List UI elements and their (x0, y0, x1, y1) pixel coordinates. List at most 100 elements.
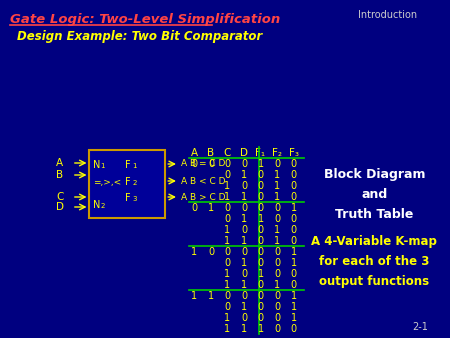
Text: 1: 1 (257, 159, 264, 169)
Text: 0: 0 (291, 225, 297, 235)
Text: 0: 0 (291, 181, 297, 191)
Text: 0: 0 (291, 269, 297, 279)
Text: Introduction: Introduction (358, 10, 417, 20)
Text: 0: 0 (225, 159, 230, 169)
Text: 1: 1 (191, 291, 198, 301)
Text: A B > C D: A B > C D (181, 193, 225, 201)
Text: 0: 0 (225, 258, 230, 268)
Text: 0: 0 (241, 225, 247, 235)
Text: 0: 0 (274, 214, 280, 224)
Text: 0: 0 (257, 170, 264, 180)
Text: A: A (191, 148, 198, 158)
Text: 1: 1 (274, 181, 280, 191)
Text: Block Diagram
and
Truth Table: Block Diagram and Truth Table (324, 168, 425, 221)
Text: 1: 1 (132, 163, 137, 169)
Text: 1: 1 (274, 192, 280, 202)
Text: 1: 1 (241, 170, 247, 180)
Text: F₁: F₁ (256, 148, 266, 158)
Text: C: C (56, 192, 64, 202)
Text: 1: 1 (291, 302, 297, 312)
Text: 0: 0 (225, 247, 230, 257)
Text: N: N (93, 200, 101, 210)
Text: 1: 1 (291, 247, 297, 257)
Text: 0: 0 (291, 192, 297, 202)
Text: 0: 0 (208, 247, 214, 257)
Text: 1: 1 (291, 313, 297, 323)
Text: 1: 1 (208, 203, 214, 213)
Text: 0: 0 (225, 291, 230, 301)
Text: 0: 0 (274, 159, 280, 169)
Text: 1: 1 (274, 236, 280, 246)
Text: Gate Logic: Two-Level Simplification: Gate Logic: Two-Level Simplification (10, 13, 280, 26)
Text: 1: 1 (191, 247, 198, 257)
Text: 0: 0 (291, 159, 297, 169)
Text: 0: 0 (291, 280, 297, 290)
Text: 0: 0 (274, 258, 280, 268)
Text: 1: 1 (225, 225, 230, 235)
Text: 0: 0 (225, 203, 230, 213)
Text: 0: 0 (274, 302, 280, 312)
Text: 0: 0 (208, 159, 214, 169)
Text: 0: 0 (241, 181, 247, 191)
Text: A B = C D: A B = C D (181, 160, 225, 169)
Text: 3: 3 (132, 196, 137, 202)
Text: =,>,<: =,>,< (93, 178, 122, 187)
Text: 0: 0 (225, 214, 230, 224)
Text: D: D (56, 202, 64, 212)
Bar (90, 150, 165, 218)
Text: 0: 0 (291, 236, 297, 246)
Text: 0: 0 (257, 291, 264, 301)
Text: 1: 1 (241, 214, 247, 224)
Text: 1: 1 (257, 214, 264, 224)
Text: 1: 1 (241, 302, 247, 312)
Text: 1: 1 (100, 163, 104, 169)
Text: 0: 0 (257, 302, 264, 312)
Text: 1: 1 (225, 269, 230, 279)
Text: 0: 0 (241, 291, 247, 301)
Text: 1: 1 (274, 280, 280, 290)
Text: 1: 1 (241, 192, 247, 202)
Text: 0: 0 (274, 324, 280, 334)
Text: 0: 0 (291, 170, 297, 180)
Text: F: F (126, 193, 131, 203)
Text: 1: 1 (225, 181, 230, 191)
Text: 0: 0 (274, 269, 280, 279)
Text: 1: 1 (274, 225, 280, 235)
Text: 1: 1 (241, 324, 247, 334)
Text: A 4-Variable K-map
for each of the 3
output functions: A 4-Variable K-map for each of the 3 out… (311, 235, 437, 288)
Text: 0: 0 (225, 302, 230, 312)
Text: 0: 0 (191, 203, 198, 213)
Text: B: B (56, 170, 63, 180)
Text: 2-1: 2-1 (412, 322, 427, 332)
Text: 1: 1 (225, 236, 230, 246)
Text: F₃: F₃ (288, 148, 298, 158)
Text: 1: 1 (208, 291, 214, 301)
Text: 1: 1 (241, 236, 247, 246)
Text: C: C (224, 148, 231, 158)
Text: 0: 0 (241, 159, 247, 169)
Text: 1: 1 (291, 203, 297, 213)
Text: 0: 0 (257, 258, 264, 268)
Text: 0: 0 (241, 203, 247, 213)
Text: 1: 1 (257, 269, 264, 279)
Text: D: D (240, 148, 248, 158)
Text: A: A (56, 158, 63, 168)
Text: 0: 0 (191, 159, 198, 169)
Text: 0: 0 (257, 236, 264, 246)
Text: 0: 0 (257, 181, 264, 191)
Text: 1: 1 (241, 258, 247, 268)
Text: 0: 0 (274, 291, 280, 301)
Text: N: N (93, 160, 101, 170)
Text: 0: 0 (225, 170, 230, 180)
Text: 0: 0 (257, 203, 264, 213)
Text: 1: 1 (225, 313, 230, 323)
Text: 0: 0 (241, 247, 247, 257)
Text: 0: 0 (274, 313, 280, 323)
Text: A B < C D: A B < C D (181, 176, 225, 186)
Text: 0: 0 (291, 324, 297, 334)
Text: 1: 1 (257, 324, 264, 334)
Text: F₂: F₂ (272, 148, 282, 158)
Text: 0: 0 (257, 280, 264, 290)
Text: 0: 0 (257, 225, 264, 235)
Text: 1: 1 (225, 280, 230, 290)
